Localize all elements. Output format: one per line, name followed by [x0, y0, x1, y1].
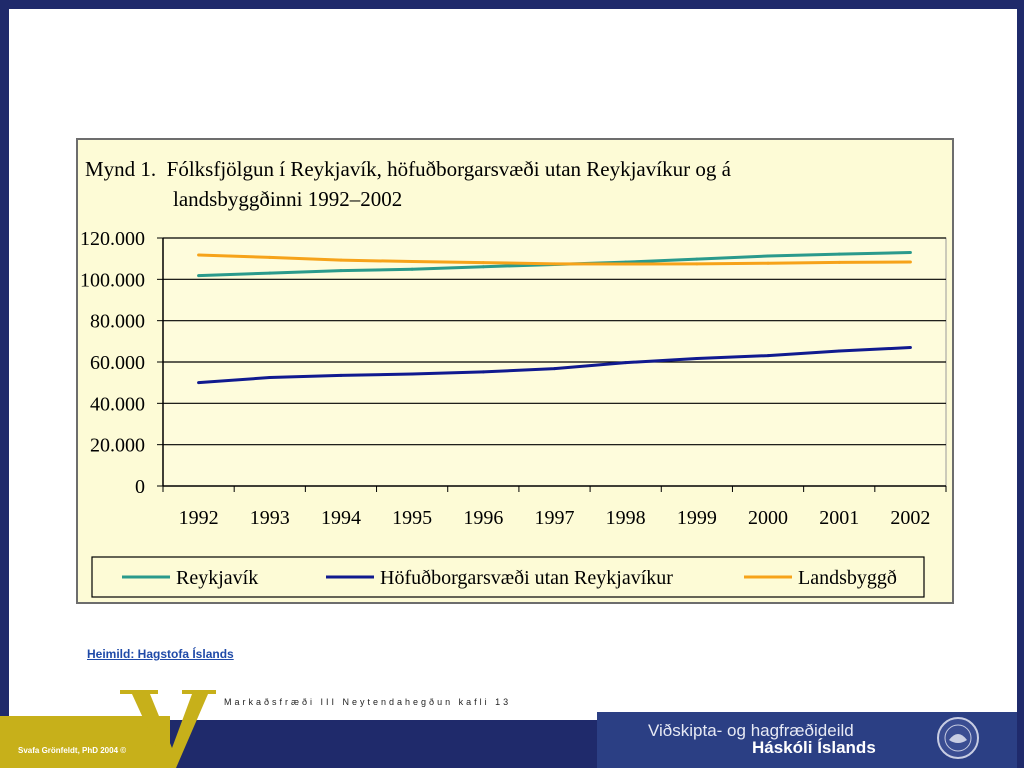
y-tick-label: 20.000 — [90, 435, 145, 457]
right-frame — [1017, 0, 1024, 768]
data-point — [766, 261, 770, 265]
data-point — [410, 267, 414, 271]
data-point — [624, 361, 628, 365]
chart-title-line1: Mynd 1. Fólksfjölgun í Reykjavík, höfuðb… — [85, 157, 731, 181]
x-tick-label: 2001 — [819, 507, 859, 529]
data-point — [837, 349, 841, 353]
data-point — [481, 370, 485, 374]
x-tick-label: 1996 — [463, 507, 503, 529]
data-point — [908, 346, 912, 350]
x-tick-label: 1995 — [392, 507, 432, 529]
course-caption: Markaðsfræði III Neytendahegðun kafli 13 — [224, 697, 512, 707]
data-point — [766, 354, 770, 358]
data-point — [837, 252, 841, 256]
y-tick-label: 60.000 — [90, 352, 145, 374]
department-name: Viðskipta- og hagfræðideild — [648, 721, 854, 740]
v-logo-icon — [120, 690, 216, 768]
source-link[interactable]: Heimild: Hagstofa Íslands — [87, 647, 234, 661]
data-point — [410, 372, 414, 376]
data-point — [197, 253, 201, 257]
data-point — [339, 258, 343, 262]
data-point — [197, 274, 201, 278]
data-point — [268, 271, 272, 275]
x-tick-label: 2000 — [748, 507, 788, 529]
x-tick-label: 1993 — [250, 507, 290, 529]
legend-label: Reykjavík — [176, 567, 258, 589]
university-name: Háskóli Íslands — [752, 738, 876, 757]
data-point — [553, 367, 556, 371]
top-frame — [0, 0, 1024, 9]
x-tick-label: 1999 — [677, 507, 717, 529]
data-point — [695, 356, 699, 360]
y-tick-label: 100.000 — [80, 269, 145, 291]
y-tick-label: 120.000 — [80, 228, 145, 250]
x-tick-label: 2002 — [890, 507, 930, 529]
data-point — [908, 250, 912, 254]
x-tick-label: 1994 — [321, 507, 361, 529]
chart-title-line2: landsbyggðinni 1992–2002 — [173, 187, 403, 211]
data-point — [766, 254, 770, 258]
data-point — [481, 261, 485, 265]
data-point — [695, 257, 699, 261]
data-point — [339, 269, 343, 273]
author-credit: Svafa Grönfeldt, PhD 2004 © — [18, 746, 127, 755]
y-tick-label: 0 — [135, 476, 145, 498]
chart-title: Mynd 1. Fólksfjölgun í Reykjavík, höfuðb… — [85, 154, 731, 214]
bottom-white-strip — [170, 712, 597, 720]
data-point — [481, 265, 485, 269]
data-point — [695, 262, 699, 266]
data-point — [268, 255, 272, 259]
data-point — [197, 381, 201, 385]
data-point — [837, 260, 841, 264]
x-tick-label: 1998 — [606, 507, 646, 529]
data-point — [624, 262, 628, 266]
y-tick-label: 40.000 — [90, 393, 145, 415]
x-tick-label: 1997 — [535, 507, 575, 529]
x-tick-label: 1992 — [179, 507, 219, 529]
y-tick-label: 80.000 — [90, 311, 145, 333]
data-point — [553, 262, 556, 266]
left-frame — [0, 0, 9, 768]
legend-label: Höfuðborgarsvæði utan Reykjavíkur — [380, 567, 673, 589]
university-seal-icon — [937, 717, 979, 759]
data-point — [410, 260, 414, 264]
legend-label: Landsbyggð — [798, 567, 897, 589]
data-point — [268, 376, 272, 379]
data-point — [908, 260, 912, 264]
author-box — [0, 716, 170, 768]
data-point — [339, 373, 343, 377]
